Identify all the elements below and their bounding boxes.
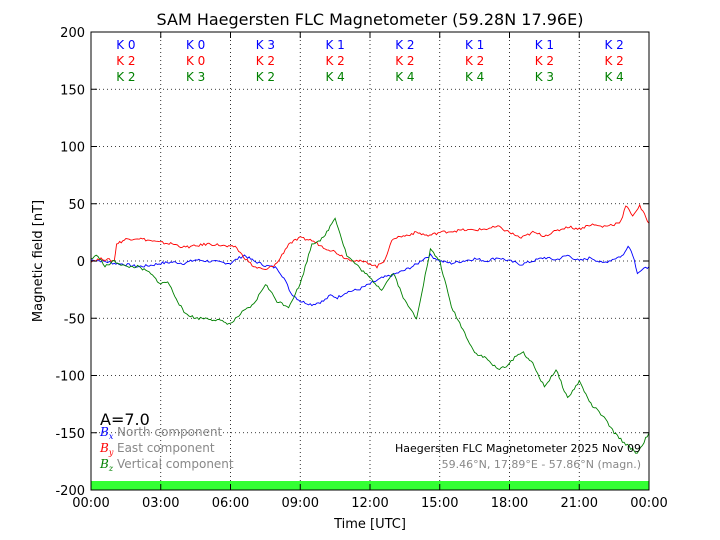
x-tick-label: 09:00 (282, 496, 319, 511)
y-tick-label: 200 (60, 26, 85, 41)
station-coordinates: 59.46°N, 17.89°E - 57.86°N (magn.) (442, 458, 641, 471)
series-lines (90, 203, 650, 454)
x-tick-label: 03:00 (142, 496, 179, 511)
grid (91, 32, 649, 490)
chart-title: SAM Haegersten FLC Magnetometer (59.28N … (157, 10, 584, 29)
legend-entry-north: Bx North component (99, 425, 223, 441)
legend-symbol-north: Bx (99, 425, 114, 441)
k-index-east: K 2 (325, 54, 344, 68)
k-index-vertical: K 4 (395, 70, 414, 84)
legend: Bx North component By East component Bz … (99, 425, 234, 473)
k-index-east: K 2 (535, 54, 554, 68)
k-index-east: K 2 (256, 54, 275, 68)
k-index-north: K 3 (256, 38, 275, 52)
k-index-north: K 0 (186, 38, 205, 52)
k-index-north: K 1 (535, 38, 554, 52)
k-index-east: K 2 (604, 54, 623, 68)
x-tick-label: 00:00 (72, 496, 109, 511)
k-index-vertical: K 2 (116, 70, 135, 84)
k-index-labels: K 0 K 0 K 3 K 1 K 2 K 1 K 1 K 2 K 2 K 0 K 2 K 2 K 2 K… (116, 38, 624, 84)
a-index-label: A=7.0 (100, 410, 150, 429)
station-title: Haegersten FLC Magnetometer 2025 Nov 09 (395, 442, 641, 455)
series-line-east (90, 203, 650, 270)
k-index-vertical: K 3 (535, 70, 554, 84)
legend-symbol-vertical: Bz (99, 457, 114, 473)
y-tick-label: -200 (55, 484, 85, 499)
k-index-north: K 2 (395, 38, 414, 52)
k-index-vertical: K 4 (325, 70, 344, 84)
x-tick-label: 21:00 (561, 496, 598, 511)
y-tick-label: 150 (60, 83, 85, 98)
x-tick-label: 18:00 (491, 496, 528, 511)
y-tick-label: 50 (68, 198, 85, 213)
y-axis-label: Magnetic field [nT] (31, 200, 46, 322)
k-index-vertical: K 4 (604, 70, 623, 84)
x-tick-label: 12:00 (351, 496, 388, 511)
y-tick-label: -50 (64, 312, 85, 327)
x-tick-label: 06:00 (212, 496, 249, 511)
k-index-vertical: K 3 (186, 70, 205, 84)
x-axis-label: Time [UTC] (333, 517, 406, 532)
k-index-east: K 2 (116, 54, 135, 68)
k-index-east: K 2 (395, 54, 414, 68)
legend-entry-vertical: Bz Vertical component (99, 457, 234, 473)
k-index-east: K 2 (465, 54, 484, 68)
axis-ticks: -200 -150 -100 -50 0 50 100 150 200 00:00 03:00 06:… (55, 26, 667, 511)
k-index-north: K 1 (465, 38, 484, 52)
y-tick-label: -150 (55, 427, 85, 442)
y-tick-label: 100 (60, 141, 85, 156)
k-index-north: K 2 (604, 38, 623, 52)
k-index-vertical: K 2 (256, 70, 275, 84)
k-index-north: K 0 (116, 38, 135, 52)
series-line-north (91, 245, 650, 307)
y-tick-label: 0 (77, 255, 85, 270)
x-tick-label: 00:00 (630, 496, 667, 511)
k-index-north: K 1 (325, 38, 344, 52)
legend-label-east: East component (117, 441, 215, 455)
legend-entry-east: By East component (99, 441, 215, 457)
series-line-vertical (90, 217, 650, 454)
legend-label-north: North component (117, 425, 223, 439)
x-tick-label: 15:00 (421, 496, 458, 511)
y-tick-label: -100 (55, 370, 85, 385)
k-index-vertical: K 4 (465, 70, 484, 84)
legend-symbol-east: By (99, 441, 114, 457)
legend-label-vertical: Vertical component (117, 457, 234, 471)
k-index-east: K 0 (186, 54, 205, 68)
